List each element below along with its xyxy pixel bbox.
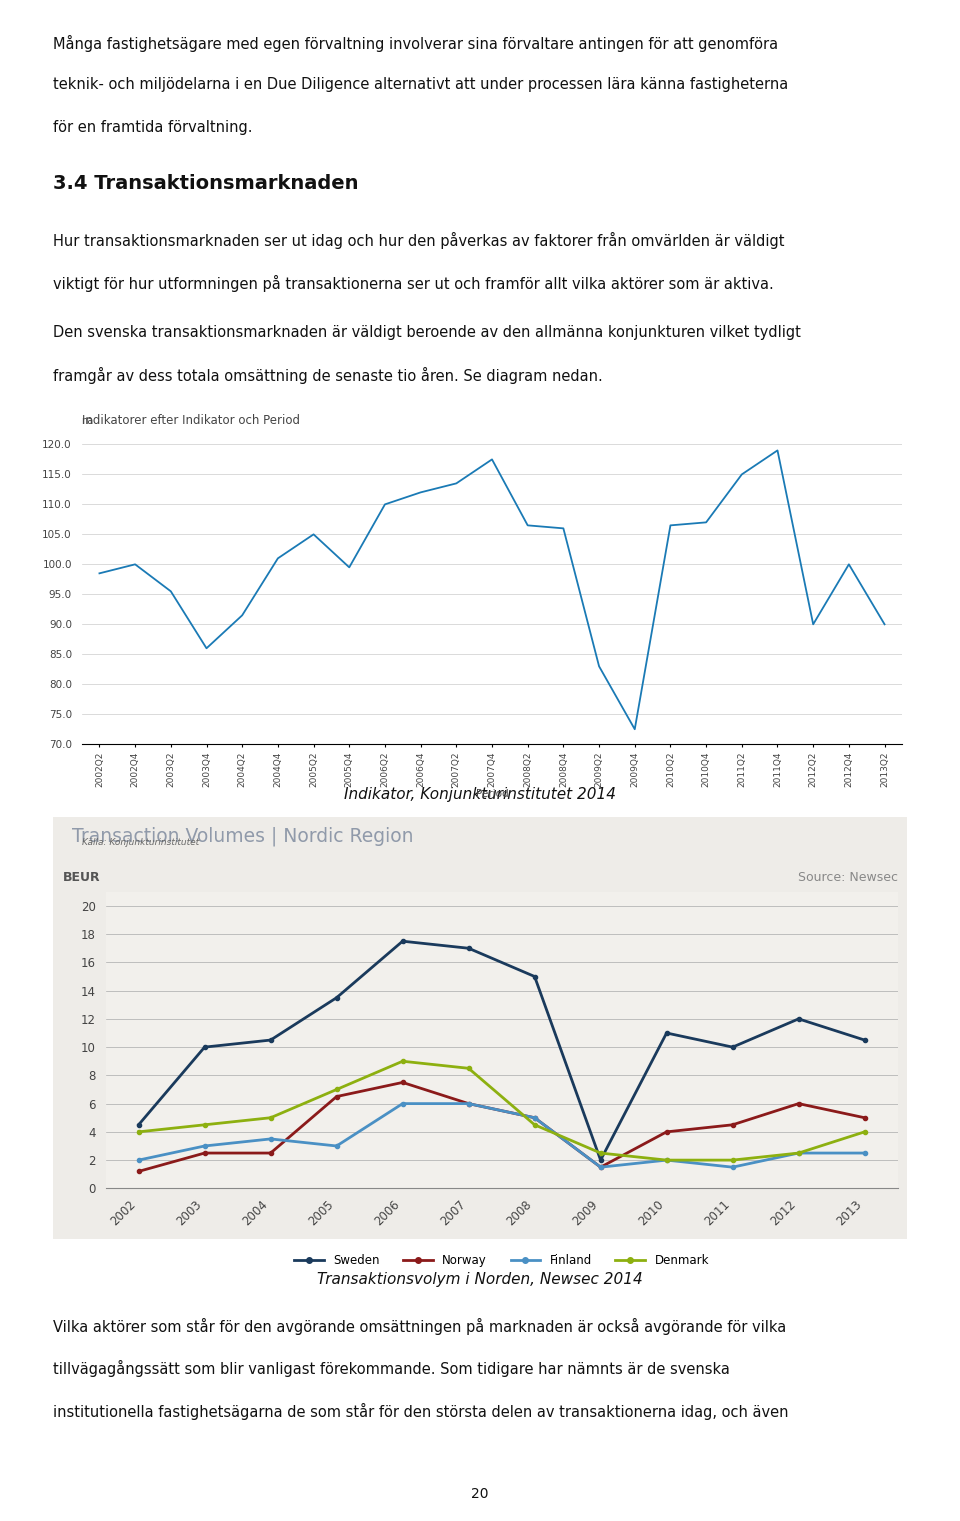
- Text: tillvägagångssätt som blir vanligast förekommande. Som tidigare har nämnts är de: tillvägagångssätt som blir vanligast för…: [53, 1360, 730, 1377]
- Text: 20: 20: [471, 1486, 489, 1501]
- Text: 3.4 Transaktionsmarknaden: 3.4 Transaktionsmarknaden: [53, 175, 358, 193]
- Text: Många fastighetsägare med egen förvaltning involverar sina förvaltare antingen f: Många fastighetsägare med egen förvaltni…: [53, 35, 778, 52]
- Text: Transaktionsvolym i Norden, Newsec 2014: Transaktionsvolym i Norden, Newsec 2014: [317, 1272, 643, 1287]
- Text: Vilka aktörer som står för den avgörande omsättningen på marknaden är också avgö: Vilka aktörer som står för den avgörande…: [53, 1317, 786, 1334]
- Text: Källa: Konjunkturinstitutet: Källa: Konjunkturinstitutet: [82, 838, 199, 847]
- Text: Source: Newsec: Source: Newsec: [798, 872, 898, 884]
- Text: Transaction Volumes | Nordic Region: Transaction Volumes | Nordic Region: [72, 826, 414, 846]
- Legend: Sweden, Norway, Finland, Denmark: Sweden, Norway, Finland, Denmark: [290, 1249, 713, 1272]
- Text: institutionella fastighetsägarna de som står för den största delen av transaktio: institutionella fastighetsägarna de som …: [53, 1402, 788, 1419]
- Text: BEUR: BEUR: [62, 872, 100, 884]
- Text: teknik- och miljödelarna i en Due Diligence alternativt att under processen lära: teknik- och miljödelarna i en Due Dilige…: [53, 78, 788, 93]
- Text: viktigt för hur utformningen på transaktionerna ser ut och framför allt vilka ak: viktigt för hur utformningen på transakt…: [53, 275, 774, 292]
- Text: framgår av dess totala omsättning de senaste tio åren. Se diagram nedan.: framgår av dess totala omsättning de sen…: [53, 367, 603, 385]
- Text: na: na: [82, 417, 94, 426]
- X-axis label: Period: Period: [476, 789, 508, 799]
- Text: Indikator, Konjunkturinstitutet 2014: Indikator, Konjunkturinstitutet 2014: [344, 786, 616, 802]
- Text: Indikatorer efter Indikator och Period: Indikatorer efter Indikator och Period: [82, 414, 300, 427]
- Text: för en framtida förvaltning.: för en framtida förvaltning.: [53, 120, 252, 135]
- Bar: [53, 817, 907, 1238]
- Text: Hur transaktionsmarknaden ser ut idag och hur den påverkas av faktorer från omvä: Hur transaktionsmarknaden ser ut idag oc…: [53, 233, 784, 249]
- Text: Den svenska transaktionsmarknaden är väldigt beroende av den allmänna konjunktur: Den svenska transaktionsmarknaden är väl…: [53, 325, 801, 339]
